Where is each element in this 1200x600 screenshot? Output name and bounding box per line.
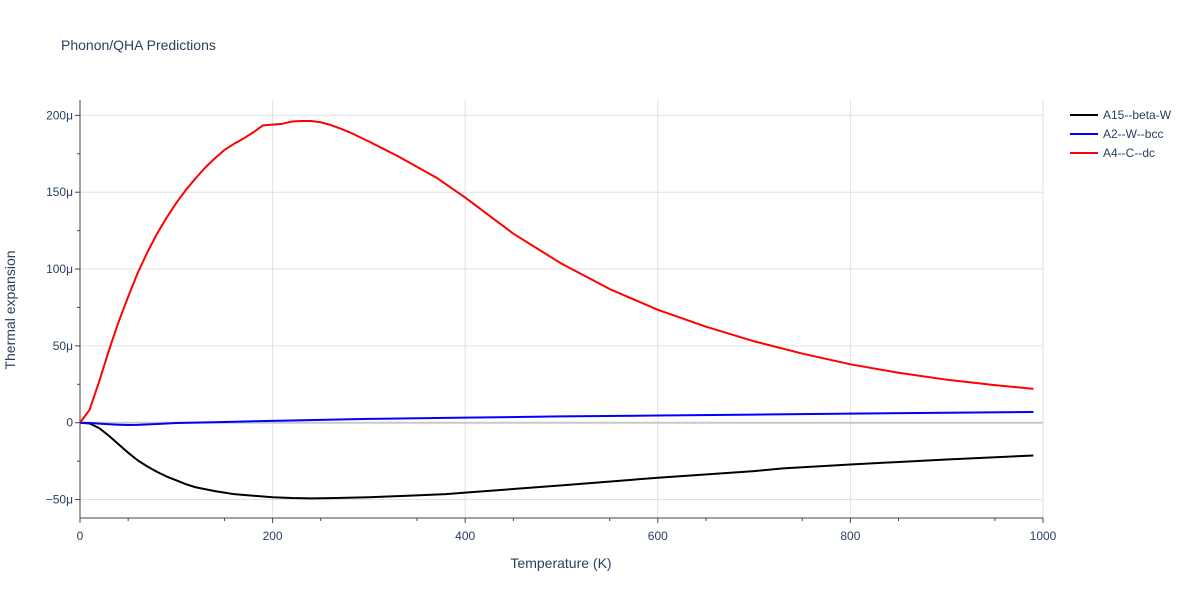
legend-item[interactable]: A4--C--dc	[1070, 146, 1155, 160]
x-tick-label: 400	[455, 529, 475, 543]
y-axis-title: Thermal expansion	[2, 250, 18, 369]
series-line-1	[79, 410, 1034, 427]
x-tick-label: 600	[648, 529, 668, 543]
legend-label: A15--beta-W	[1103, 108, 1172, 122]
x-ticks: 0 200 400 600 800 1000	[77, 518, 1057, 543]
y-tick-label: −50μ	[46, 493, 73, 507]
axes	[79, 100, 1043, 519]
y-tick-label: 50μ	[53, 339, 73, 353]
series-lines	[79, 120, 1034, 500]
series-line-0	[79, 421, 1034, 500]
y-tick-label: 0	[66, 416, 73, 430]
legend-label: A4--C--dc	[1103, 146, 1155, 160]
x-axis-title: Temperature (K)	[510, 555, 611, 571]
legend: A15--beta-W A2--W--bcc A4--C--dc	[1070, 108, 1172, 160]
x-tick-label: 0	[77, 529, 84, 543]
x-tick-label: 200	[263, 529, 283, 543]
y-ticks: −50μ 0 50μ 100μ 150μ 200μ	[46, 108, 80, 507]
chart-title: Phonon/QHA Predictions	[61, 37, 216, 53]
x-tick-label: 1000	[1030, 529, 1057, 543]
y-tick-label: 150μ	[46, 185, 73, 199]
legend-item[interactable]: A2--W--bcc	[1070, 127, 1163, 141]
y-tick-label: 200μ	[46, 108, 73, 122]
series-line-2	[79, 120, 1034, 424]
y-tick-label: 100μ	[46, 262, 73, 276]
legend-label: A2--W--bcc	[1103, 127, 1163, 141]
legend-item[interactable]: A15--beta-W	[1070, 108, 1172, 122]
y-gridlines	[80, 114, 1043, 501]
x-tick-label: 800	[840, 529, 860, 543]
